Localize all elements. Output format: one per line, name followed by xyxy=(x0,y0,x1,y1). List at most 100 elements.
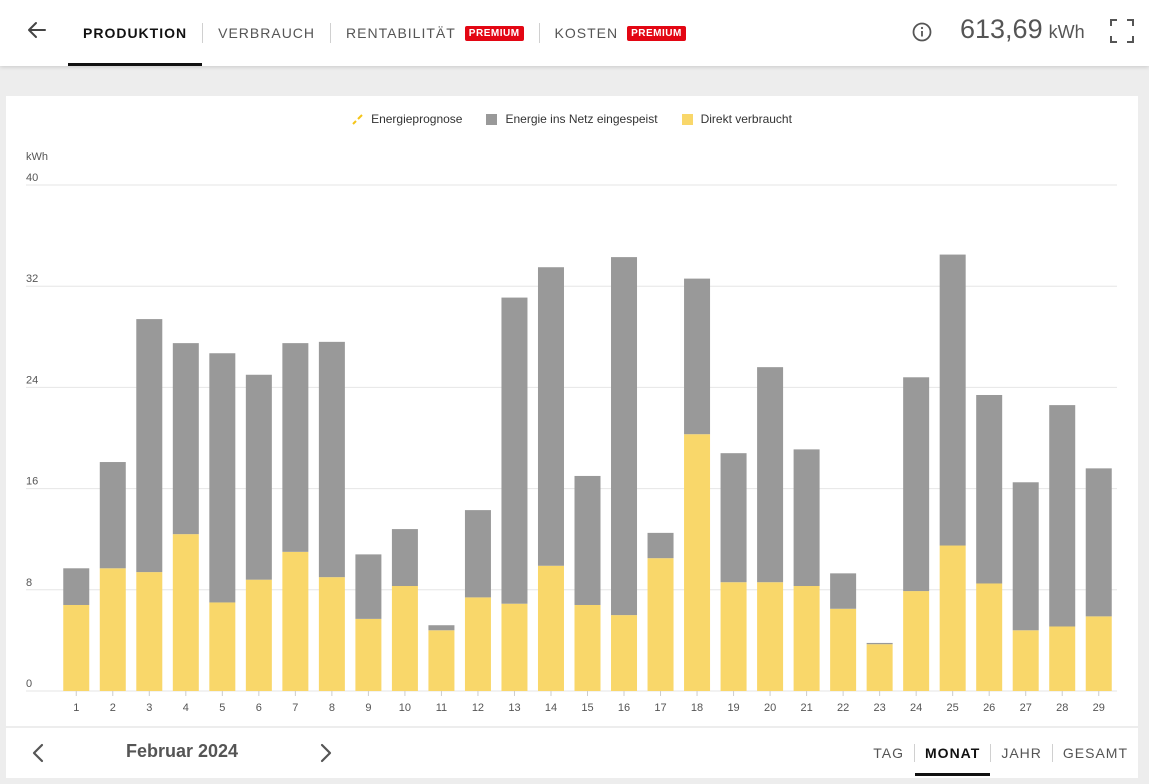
bar-direct-consumed[interactable] xyxy=(1012,630,1039,691)
range-gesamt[interactable]: GESAMT xyxy=(1053,728,1138,778)
bar-direct-consumed[interactable] xyxy=(574,604,601,691)
bar-direct-consumed[interactable] xyxy=(63,604,90,691)
bar-direct-consumed[interactable] xyxy=(611,615,638,691)
bar-grid-feed[interactable] xyxy=(1049,405,1076,627)
bar-grid-feed[interactable] xyxy=(428,625,455,631)
bar-direct-consumed[interactable] xyxy=(647,558,674,691)
bar-grid-feed[interactable] xyxy=(245,374,272,580)
tab-divider xyxy=(202,23,204,43)
bar-direct-consumed[interactable] xyxy=(720,582,747,691)
bar-direct-consumed[interactable] xyxy=(99,568,126,691)
bar-direct-consumed[interactable] xyxy=(136,572,163,691)
forecast-swatch-icon xyxy=(352,113,363,125)
bar-grid-feed[interactable] xyxy=(939,254,966,546)
x-tick-label: 17 xyxy=(654,702,666,714)
bar-grid-feed[interactable] xyxy=(209,353,236,603)
bar-direct-consumed[interactable] xyxy=(428,630,455,691)
legend-item-grid-feed[interactable]: Energie ins Netz eingespeist xyxy=(486,112,658,126)
bar-grid-feed[interactable] xyxy=(866,642,893,645)
bar-direct-consumed[interactable] xyxy=(1085,616,1112,691)
bar-direct-consumed[interactable] xyxy=(501,603,528,691)
bar-direct-consumed[interactable] xyxy=(793,586,820,691)
bar-grid-feed[interactable] xyxy=(63,568,90,605)
bar-direct-consumed[interactable] xyxy=(976,583,1003,691)
bar-grid-feed[interactable] xyxy=(1085,468,1112,617)
bar-grid-feed[interactable] xyxy=(684,278,711,435)
bar-grid-feed[interactable] xyxy=(757,367,784,583)
info-button[interactable] xyxy=(911,21,933,43)
bar-direct-consumed[interactable] xyxy=(355,618,382,691)
range-divider xyxy=(1051,744,1053,762)
bar-grid-feed[interactable] xyxy=(99,462,126,569)
bar-direct-consumed[interactable] xyxy=(866,644,893,691)
bar-direct-consumed[interactable] xyxy=(1049,626,1076,691)
next-period-button[interactable] xyxy=(312,740,338,766)
bar-grid-feed[interactable] xyxy=(574,475,601,605)
tab-kosten[interactable]: KOSTEN PREMIUM xyxy=(540,0,701,66)
bar-grid-feed[interactable] xyxy=(501,297,528,604)
legend-item-forecast[interactable]: Energieprognose xyxy=(352,112,462,126)
bar-direct-consumed[interactable] xyxy=(757,582,784,691)
bar-grid-feed[interactable] xyxy=(830,573,857,609)
bar-grid-feed[interactable] xyxy=(720,453,747,583)
chart-legend: Energieprognose Energie ins Netz eingesp… xyxy=(6,112,1138,126)
tab-verbrauch[interactable]: VERBRAUCH xyxy=(203,0,330,66)
legend-label: Energie ins Netz eingespeist xyxy=(505,112,658,126)
bar-direct-consumed[interactable] xyxy=(391,586,418,691)
tab-divider xyxy=(538,23,540,43)
bar-direct-consumed[interactable] xyxy=(245,579,272,691)
tab-label: PRODUKTION xyxy=(83,25,188,41)
bar-grid-feed[interactable] xyxy=(282,343,309,552)
bar-direct-consumed[interactable] xyxy=(684,434,711,691)
x-tick-label: 20 xyxy=(764,702,776,714)
bar-direct-consumed[interactable] xyxy=(939,545,966,691)
bar-grid-feed[interactable] xyxy=(318,341,345,578)
tab-label: RENTABILITÄT xyxy=(346,25,456,41)
back-button[interactable] xyxy=(22,15,52,45)
y-tick-labels: 0 8 16 24 32 40 xyxy=(26,172,38,690)
bar-grid-feed[interactable] xyxy=(464,510,491,598)
bar-direct-consumed[interactable] xyxy=(903,591,930,691)
x-tick-label: 21 xyxy=(800,702,812,714)
tab-produktion[interactable]: PRODUKTION xyxy=(68,0,203,66)
fullscreen-button[interactable] xyxy=(1109,18,1135,44)
bar-grid-feed[interactable] xyxy=(355,554,382,619)
bar-grid-feed[interactable] xyxy=(1012,482,1039,631)
range-label: JAHR xyxy=(1001,745,1042,761)
legend-item-direct[interactable]: Direkt verbraucht xyxy=(681,112,792,126)
x-tick-label: 7 xyxy=(292,702,298,714)
y-tick-label: 16 xyxy=(26,476,38,488)
range-label: MONAT xyxy=(925,745,981,761)
bar-grid-feed[interactable] xyxy=(976,394,1003,584)
bar-direct-consumed[interactable] xyxy=(282,551,309,691)
total-unit: kWh xyxy=(1048,22,1085,42)
x-tick-labels: 1 2 3 4 5 6 7 8 9 10 11 12 13 14 15 16 17 18 19 20 21 22 23 24 2… xyxy=(73,691,1105,714)
previous-period-button[interactable] xyxy=(26,740,52,766)
range-monat[interactable]: MONAT xyxy=(915,728,991,778)
bar-grid-feed[interactable] xyxy=(647,532,674,559)
bar-direct-consumed[interactable] xyxy=(537,565,564,691)
tab-rentabilitaet[interactable]: RENTABILITÄT PREMIUM xyxy=(331,0,539,66)
bar-grid-feed[interactable] xyxy=(172,343,199,535)
bar-grid-feed[interactable] xyxy=(793,449,820,587)
bar-grid-feed[interactable] xyxy=(391,529,418,587)
period-label[interactable]: Februar 2024 xyxy=(126,741,239,761)
bar-direct-consumed[interactable] xyxy=(830,608,857,691)
premium-badge: PREMIUM xyxy=(464,25,524,41)
bar-direct-consumed[interactable] xyxy=(172,534,199,691)
x-tick-label: 22 xyxy=(837,702,849,714)
bar-grid-feed[interactable] xyxy=(537,267,564,566)
bar-direct-consumed[interactable] xyxy=(318,577,345,691)
y-tick-label: 24 xyxy=(26,374,38,386)
x-tick-label: 24 xyxy=(910,702,922,714)
grid-feed-swatch xyxy=(486,113,498,125)
bar-grid-feed[interactable] xyxy=(611,257,638,616)
y-tick-label: 40 xyxy=(26,172,38,184)
bar-direct-consumed[interactable] xyxy=(464,597,491,691)
range-tag[interactable]: TAG xyxy=(863,728,914,778)
bar-direct-consumed[interactable] xyxy=(209,602,236,691)
bar-grid-feed[interactable] xyxy=(903,377,930,592)
bar-grid-feed[interactable] xyxy=(136,319,163,573)
range-jahr[interactable]: JAHR xyxy=(991,728,1052,778)
